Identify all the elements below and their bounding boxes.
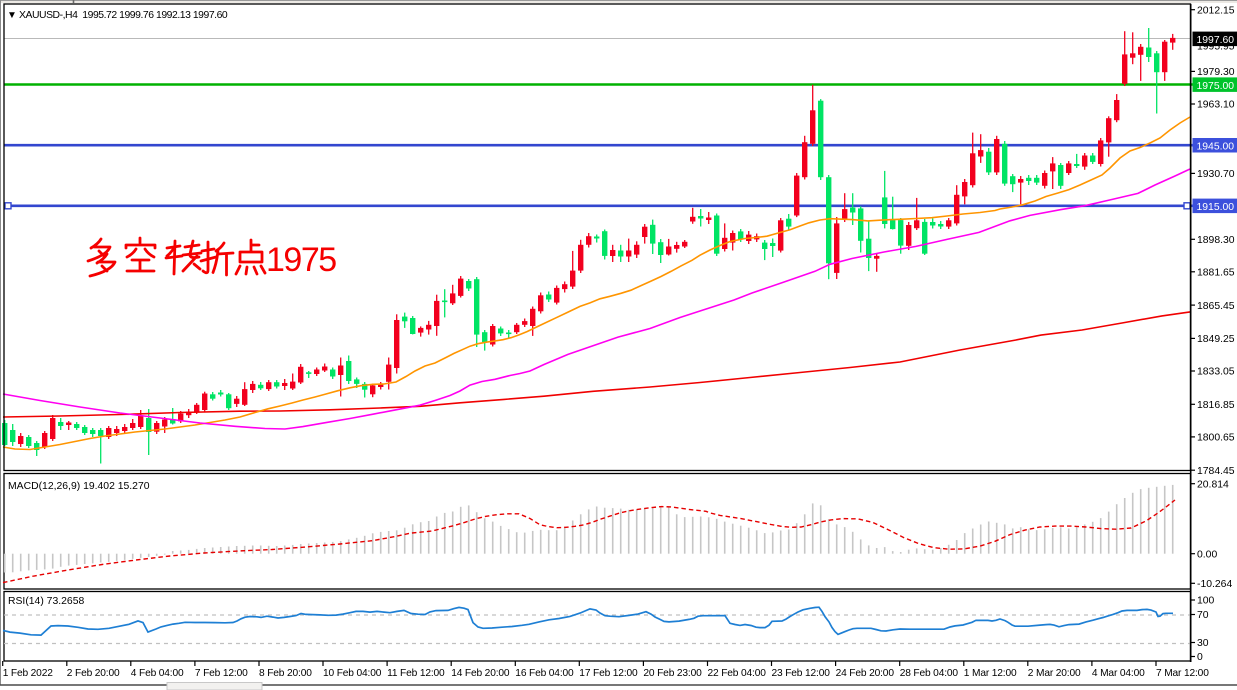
svg-text:1930.70: 1930.70 (1197, 169, 1235, 180)
svg-text:1784.45: 1784.45 (1197, 466, 1235, 477)
svg-text:1915.00: 1915.00 (1197, 202, 1235, 213)
svg-text:1881.65: 1881.65 (1197, 268, 1235, 279)
svg-text:-10.264: -10.264 (1197, 579, 1232, 590)
svg-text:4 Feb 04:00: 4 Feb 04:00 (131, 668, 184, 679)
svg-text:1898.30: 1898.30 (1197, 235, 1235, 246)
svg-text:20.814: 20.814 (1197, 479, 1229, 490)
svg-text:1997.60: 1997.60 (1197, 35, 1235, 46)
svg-text:17 Feb 12:00: 17 Feb 12:00 (579, 668, 638, 679)
svg-text:1800.65: 1800.65 (1197, 433, 1235, 444)
svg-text:1975: 1975 (266, 241, 336, 279)
svg-text:1995.95: 1995.95 (1197, 42, 1235, 53)
svg-text:XAUUSD-,H4 1995.72 1999.76 19: XAUUSD-,H4 1995.72 1999.76 1992.13 1997.… (19, 10, 228, 21)
svg-text:1849.25: 1849.25 (1197, 334, 1235, 345)
svg-text:1 Mar 12:00: 1 Mar 12:00 (964, 668, 1017, 679)
svg-text:16 Feb 04:00: 16 Feb 04:00 (515, 668, 574, 679)
svg-text:23 Feb 12:00: 23 Feb 12:00 (772, 668, 831, 679)
svg-text:RSI(14) 73.2658: RSI(14) 73.2658 (8, 596, 84, 607)
svg-text:28 Feb 04:00: 28 Feb 04:00 (900, 668, 959, 679)
svg-text:1979.30: 1979.30 (1197, 67, 1235, 78)
svg-text:1975.00: 1975.00 (1197, 81, 1235, 92)
svg-text:1 Feb 2022: 1 Feb 2022 (3, 668, 54, 679)
svg-text:100: 100 (1197, 596, 1215, 607)
svg-text:0.00: 0.00 (1197, 549, 1217, 560)
svg-text:30: 30 (1197, 638, 1209, 649)
svg-text:2 Mar 20:00: 2 Mar 20:00 (1028, 668, 1081, 679)
svg-text:1865.45: 1865.45 (1197, 301, 1235, 312)
svg-text:7 Feb 12:00: 7 Feb 12:00 (195, 668, 248, 679)
svg-text:24 Feb 20:00: 24 Feb 20:00 (836, 668, 895, 679)
svg-text:2 Feb 20:00: 2 Feb 20:00 (67, 668, 120, 679)
svg-text:22 Feb 04:00: 22 Feb 04:00 (708, 668, 767, 679)
svg-text:0: 0 (1197, 652, 1203, 663)
svg-text:4 Mar 04:00: 4 Mar 04:00 (1092, 668, 1145, 679)
svg-text:20 Feb 23:00: 20 Feb 23:00 (643, 668, 702, 679)
svg-text:MACD(12,26,9) 19.402 15.270: MACD(12,26,9) 19.402 15.270 (8, 481, 150, 492)
svg-text:11 Feb 12:00: 11 Feb 12:00 (387, 668, 445, 679)
svg-text:1945.00: 1945.00 (1197, 141, 1235, 152)
svg-text:70: 70 (1197, 610, 1209, 621)
svg-text:2012.15: 2012.15 (1197, 5, 1235, 16)
svg-text:10 Feb 04:00: 10 Feb 04:00 (323, 668, 382, 679)
svg-text:1963.10: 1963.10 (1197, 100, 1235, 111)
svg-text:▼: ▼ (7, 10, 17, 21)
svg-text:8 Feb 20:00: 8 Feb 20:00 (259, 668, 312, 679)
svg-text:7 Mar 12:00: 7 Mar 12:00 (1156, 668, 1209, 679)
svg-text:14 Feb 20:00: 14 Feb 20:00 (451, 668, 510, 679)
svg-text:1833.05: 1833.05 (1197, 367, 1235, 378)
svg-text:1816.85: 1816.85 (1197, 400, 1235, 411)
